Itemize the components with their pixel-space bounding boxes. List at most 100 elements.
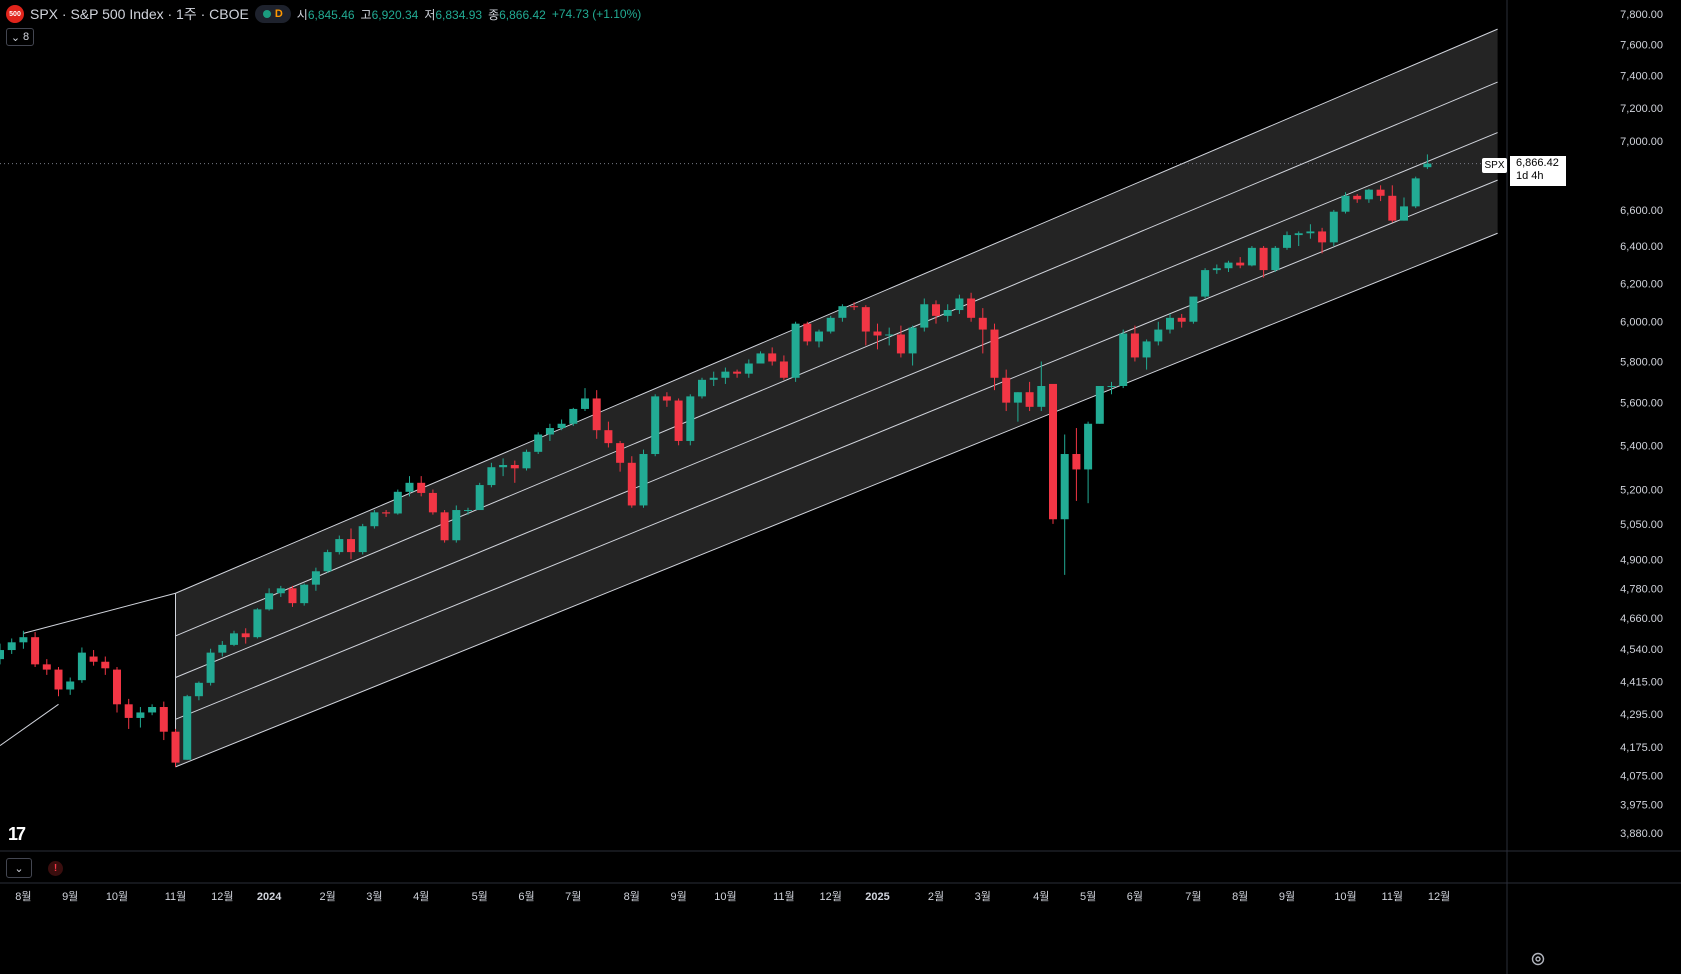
candle-body xyxy=(19,637,28,643)
candle-body xyxy=(417,482,426,493)
candle-body xyxy=(1177,317,1186,322)
price-tick-label: 7,200.00 xyxy=(1620,103,1663,115)
candle-body xyxy=(1259,247,1268,271)
candle-body xyxy=(393,491,402,514)
candle-body xyxy=(183,696,192,760)
candle-body xyxy=(908,327,917,354)
bottom-panel-toggle-button[interactable]: ⌄ xyxy=(6,858,32,878)
candle-body xyxy=(1119,333,1128,387)
close-value: 6,866.42 xyxy=(499,7,546,22)
candle-body xyxy=(7,642,16,651)
channel-line-1 xyxy=(175,81,1498,637)
price-tick-label: 5,400.00 xyxy=(1620,440,1663,452)
candle-body xyxy=(382,512,391,514)
candle-body xyxy=(943,310,952,316)
time-tick-label: 12월 xyxy=(1428,890,1450,903)
time-tick-label: 11월 xyxy=(1382,890,1404,903)
candle-body xyxy=(1271,247,1280,271)
time-tick-label: 9월 xyxy=(670,890,686,903)
price-tick-label: 5,050.00 xyxy=(1620,519,1663,531)
settings-icon[interactable] xyxy=(1530,951,1546,967)
candle-body xyxy=(31,637,40,665)
candle-body xyxy=(347,539,355,553)
candle-body xyxy=(370,512,379,527)
candle-body xyxy=(873,331,882,336)
price-tick-label: 6,600.00 xyxy=(1620,205,1663,217)
candle-body xyxy=(1411,178,1420,207)
alert-icon[interactable]: ! xyxy=(48,861,63,876)
candle-body xyxy=(545,428,554,435)
candle-body xyxy=(1142,341,1151,358)
chart-header: 500 SPX · S&P 500 Index · 1주 · CBOE D 시6… xyxy=(6,4,641,24)
candle-body xyxy=(159,707,168,732)
market-open-dot-icon xyxy=(262,10,271,18)
candle-body xyxy=(171,731,180,763)
time-tick-label: 2024 xyxy=(257,891,282,903)
candle-body xyxy=(1353,195,1362,200)
candle-body xyxy=(779,361,788,378)
candle-body xyxy=(54,669,63,690)
candle-body xyxy=(1154,329,1163,342)
candle-body xyxy=(803,323,812,342)
candle-body xyxy=(627,462,636,506)
candle-body xyxy=(791,323,800,378)
candle-body xyxy=(686,396,695,441)
time-tick-label: 7월 xyxy=(565,890,581,903)
time-tick-label: 2월 xyxy=(319,890,335,903)
price-tick-label: 4,075.00 xyxy=(1620,770,1663,782)
candle-body xyxy=(616,443,625,463)
candle-body xyxy=(1130,333,1139,358)
candle-body xyxy=(1236,262,1245,266)
price-tick-label: 7,400.00 xyxy=(1620,71,1663,83)
time-tick-label: 6월 xyxy=(1127,890,1143,903)
candle-body xyxy=(452,510,461,541)
candle-body xyxy=(592,398,601,431)
candle-body xyxy=(978,317,987,330)
candle-body xyxy=(1212,268,1221,271)
channel-line-extension xyxy=(0,703,59,747)
candle-body xyxy=(89,656,98,662)
candle-body xyxy=(42,664,51,670)
price-tick-label: 3,975.00 xyxy=(1620,800,1663,812)
candle-body xyxy=(990,329,999,378)
channel-start-edge xyxy=(23,592,176,634)
candle-body xyxy=(651,396,660,455)
candle-body xyxy=(861,307,870,332)
candle-body xyxy=(487,467,496,486)
tradingview-logo[interactable]: 17 xyxy=(8,824,26,844)
candle-body xyxy=(768,353,777,362)
indicators-toggle-button[interactable]: ⌄ 8 xyxy=(6,28,34,46)
candle-body xyxy=(1329,211,1338,243)
candle-body xyxy=(335,539,344,553)
candle-body xyxy=(1247,247,1256,266)
time-tick-label: 11월 xyxy=(773,890,795,903)
time-tick-label: 5월 xyxy=(1080,890,1096,903)
price-tick-label: 6,000.00 xyxy=(1620,317,1663,329)
price-tick-label: 4,540.00 xyxy=(1620,644,1663,656)
candle-body xyxy=(77,652,86,681)
candle-body xyxy=(733,371,742,374)
candle-body xyxy=(358,526,367,553)
time-tick-label: 12월 xyxy=(820,890,842,903)
market-status-badge[interactable]: D xyxy=(254,5,291,23)
last-price-label: 6,866.42 1d 4h xyxy=(1510,156,1566,186)
candle-body xyxy=(101,661,110,669)
time-tick-label: 11월 xyxy=(165,890,187,903)
channel-line-4 xyxy=(175,232,1498,768)
candle-body xyxy=(1201,270,1210,297)
candle-body xyxy=(1283,235,1291,248)
time-tick-label: 5월 xyxy=(472,890,488,903)
candle-body xyxy=(113,669,121,705)
candle-body xyxy=(475,485,484,511)
time-tick-label: 9월 xyxy=(1279,890,1295,903)
open-value: 6,845.46 xyxy=(307,7,355,22)
price-tick-label: 7,600.00 xyxy=(1620,39,1663,51)
high-value: 6,920.34 xyxy=(371,7,419,22)
price-tick-label: 4,900.00 xyxy=(1620,554,1663,566)
candle-body xyxy=(124,704,133,718)
symbol-title[interactable]: SPX · S&P 500 Index · 1주 · CBOE xyxy=(30,6,249,22)
candle-body xyxy=(639,454,648,506)
price-tick-label: 5,800.00 xyxy=(1620,356,1663,368)
candle-body xyxy=(1072,454,1081,470)
